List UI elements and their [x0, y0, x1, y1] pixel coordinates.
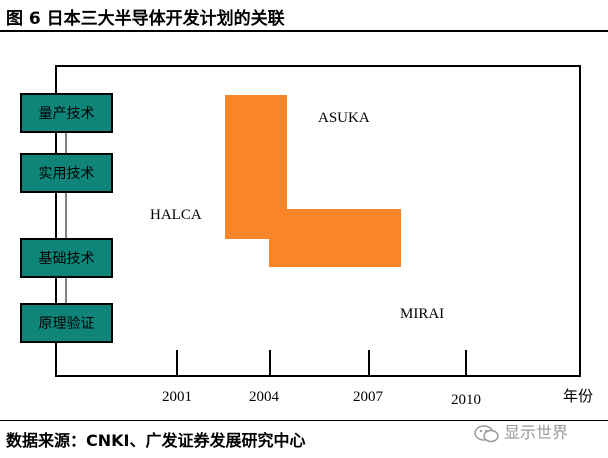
- axis-unit-label: 年份: [563, 387, 593, 405]
- project-label-mirai: MIRAI: [400, 306, 444, 322]
- year-label: 2010: [451, 392, 481, 408]
- year-label: 2007: [353, 389, 384, 405]
- year-label: 2001: [162, 389, 192, 405]
- stage-box-basic: 基础技术: [20, 238, 113, 278]
- watermark: 显示世界: [474, 419, 568, 443]
- year-label: 2004: [249, 389, 280, 405]
- project-overlap-shape: [225, 95, 401, 267]
- figure-title: 图 6 日本三大半导体开发计划的关联: [6, 9, 285, 29]
- source-note: 数据来源：CNKI、广发证券发展研究中心: [6, 431, 306, 450]
- source-rule: [0, 420, 608, 421]
- stage-label: 量产技术: [39, 106, 95, 122]
- stage-box-principle: 原理验证: [20, 303, 113, 343]
- project-label-asuka: ASUKA: [318, 110, 370, 126]
- stage-box-practical: 实用技术: [20, 153, 113, 193]
- wechat-icon: [474, 424, 500, 443]
- stage-box-mass-production: 量产技术: [20, 93, 113, 133]
- stage-label: 实用技术: [39, 166, 95, 182]
- stage-label: 原理验证: [39, 316, 95, 332]
- project-label-halca: HALCA: [150, 207, 202, 223]
- stage-label: 基础技术: [39, 250, 95, 267]
- watermark-text: 显示世界: [504, 423, 569, 442]
- diagram-frame: [55, 65, 581, 377]
- title-rule: [0, 30, 608, 32]
